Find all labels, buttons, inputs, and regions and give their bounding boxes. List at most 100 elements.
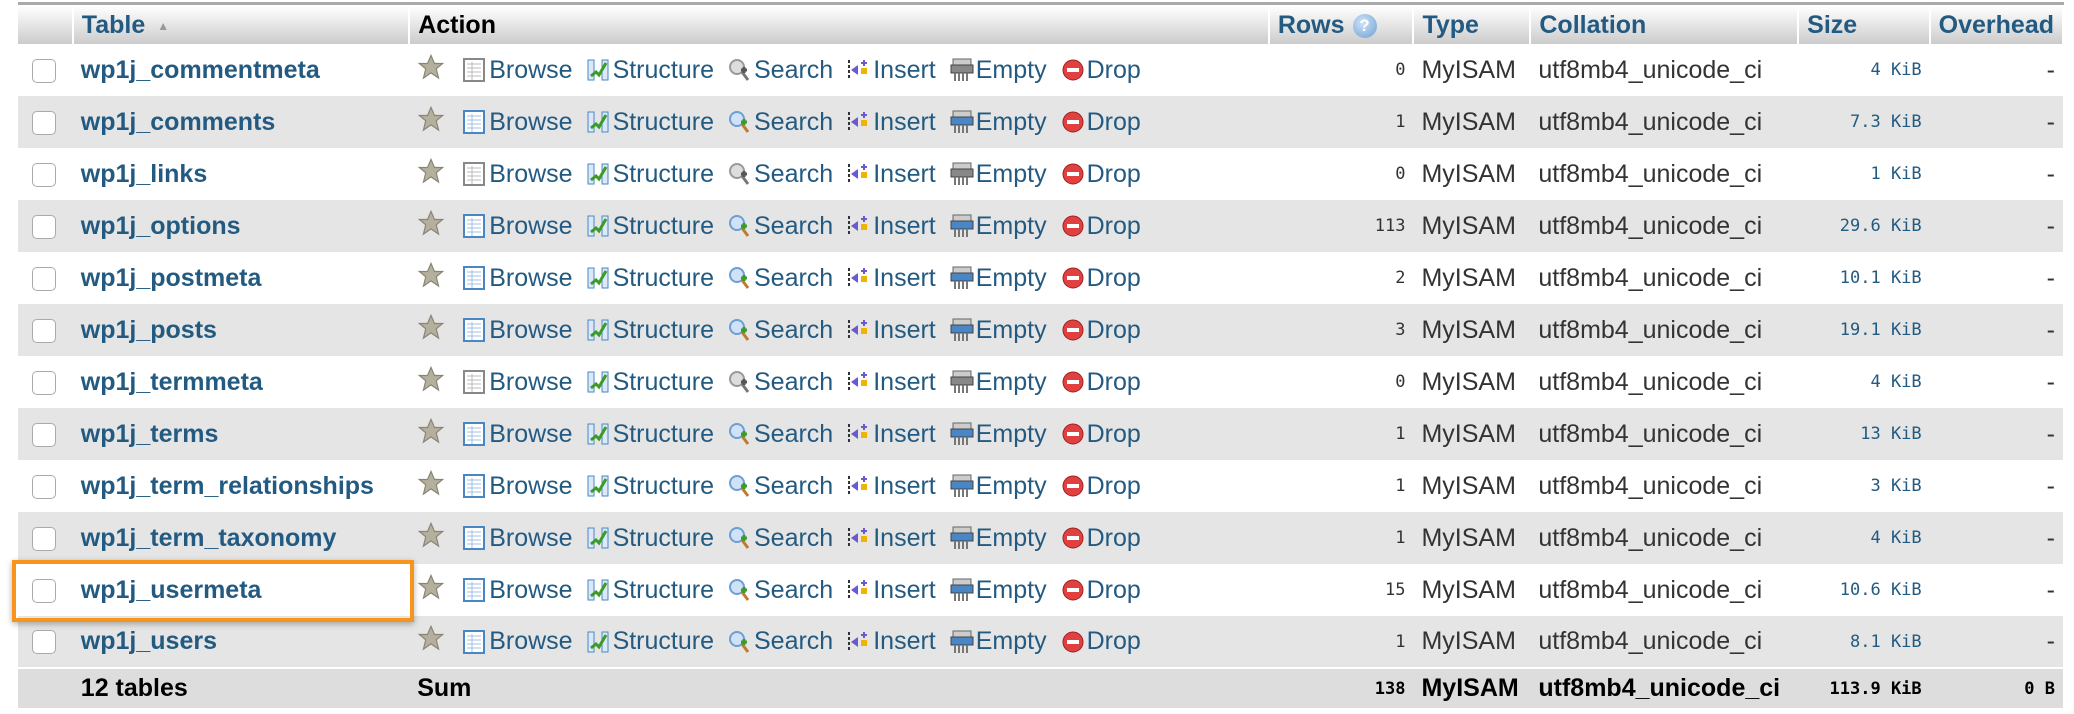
header-type[interactable]: Type [1413,6,1532,44]
empty-action[interactable]: Empty [950,316,1047,345]
structure-label[interactable]: Structure [612,263,714,292]
drop-action[interactable]: Drop [1061,524,1141,553]
structure-label[interactable]: Structure [612,315,714,344]
header-size[interactable]: Size [1798,6,1931,44]
insert-label[interactable]: Insert [873,55,936,84]
search-label[interactable]: Search [754,367,834,396]
drop-action[interactable]: Drop [1061,627,1141,656]
search-action[interactable]: Search [728,524,833,553]
insert-label[interactable]: Insert [873,107,936,136]
favorite-star[interactable] [417,209,445,244]
insert-action[interactable]: Insert [847,56,936,85]
row-checkbox[interactable] [32,578,56,603]
structure-action[interactable]: Structure [587,56,714,85]
star-icon[interactable] [417,521,445,556]
drop-label[interactable]: Drop [1086,523,1141,552]
structure-action[interactable]: Structure [587,472,714,501]
empty-label[interactable]: Empty [975,263,1047,292]
row-checkbox[interactable] [32,630,56,655]
search-action[interactable]: Search [728,56,833,85]
search-label[interactable]: Search [754,523,834,552]
insert-action[interactable]: Insert [847,420,936,449]
structure-label[interactable]: Structure [612,627,714,655]
browse-label[interactable]: Browse [489,315,573,344]
insert-action[interactable]: Insert [847,160,936,189]
browse-action[interactable]: Browse [463,524,573,553]
table-size[interactable]: 4 KiB [1798,356,1930,408]
structure-label[interactable]: Structure [612,523,714,552]
drop-label[interactable]: Drop [1086,419,1141,448]
browse-action[interactable]: Browse [463,264,573,293]
search-label[interactable]: Search [754,575,834,604]
browse-label[interactable]: Browse [489,419,573,448]
empty-label[interactable]: Empty [975,315,1047,344]
table-size[interactable]: 19.1 KiB [1798,304,1930,356]
empty-label[interactable]: Empty [975,107,1047,136]
star-icon[interactable] [417,417,445,452]
drop-label[interactable]: Drop [1086,211,1141,240]
search-label[interactable]: Search [754,107,834,136]
empty-action[interactable]: Empty [950,576,1047,605]
header-collation[interactable]: Collation [1530,6,1800,44]
star-icon[interactable] [417,313,445,348]
star-icon[interactable] [417,469,445,504]
table-size[interactable]: 8.1 KiB [1798,616,1930,668]
table-size[interactable]: 10.1 KiB [1798,252,1930,304]
drop-action[interactable]: Drop [1061,420,1141,449]
insert-action[interactable]: Insert [847,316,936,345]
drop-action[interactable]: Drop [1061,264,1141,293]
browse-label[interactable]: Browse [489,575,573,604]
structure-action[interactable]: Structure [587,627,714,656]
empty-action[interactable]: Empty [950,160,1047,189]
empty-label[interactable]: Empty [975,471,1047,500]
table-name-link[interactable]: wp1j_usermeta [72,564,410,616]
browse-action[interactable]: Browse [463,471,573,501]
favorite-star[interactable] [417,313,445,348]
search-label[interactable]: Search [754,159,834,188]
star-icon[interactable] [417,624,445,659]
search-action[interactable]: Search [728,472,833,501]
browse-label[interactable]: Browse [489,55,573,84]
table-name-link[interactable]: wp1j_posts [72,304,410,356]
drop-label[interactable]: Drop [1086,55,1141,84]
insert-label[interactable]: Insert [873,159,936,188]
header-rows[interactable]: Rows? [1268,6,1415,44]
table-size[interactable]: 4 KiB [1798,512,1930,564]
table-name-link[interactable]: wp1j_commentmeta [72,44,410,96]
row-checkbox[interactable] [32,266,56,291]
drop-label[interactable]: Drop [1086,107,1141,136]
empty-action[interactable]: Empty [950,420,1047,449]
drop-label[interactable]: Drop [1086,575,1141,604]
drop-label[interactable]: Drop [1086,367,1141,396]
search-label[interactable]: Search [754,263,834,292]
browse-action[interactable]: Browse [463,108,573,137]
table-size[interactable]: 1 KiB [1798,148,1930,200]
drop-label[interactable]: Drop [1086,627,1141,655]
table-name-link[interactable]: wp1j_users [72,616,410,668]
table-name-link[interactable]: wp1j_comments [72,96,410,148]
drop-action[interactable]: Drop [1061,56,1141,85]
drop-label[interactable]: Drop [1086,263,1141,292]
search-action[interactable]: Search [728,368,833,397]
insert-label[interactable]: Insert [873,471,936,500]
empty-action[interactable]: Empty [950,212,1047,241]
table-size[interactable]: 3 KiB [1798,460,1930,512]
star-icon[interactable] [417,105,445,140]
insert-label[interactable]: Insert [873,211,936,240]
empty-action[interactable]: Empty [950,108,1047,137]
table-name-link[interactable]: wp1j_options [72,200,410,252]
row-checkbox[interactable] [32,58,56,83]
drop-action[interactable]: Drop [1061,576,1141,605]
browse-action[interactable]: Browse [463,212,573,241]
table-name-link[interactable]: wp1j_termmeta [72,356,410,408]
browse-label[interactable]: Browse [489,471,573,500]
structure-action[interactable]: Structure [587,160,714,189]
browse-action[interactable]: Browse [463,627,573,656]
star-icon[interactable] [417,209,445,244]
favorite-star[interactable] [417,105,445,140]
empty-action[interactable]: Empty [950,627,1047,656]
table-size[interactable]: 7.3 KiB [1798,96,1930,148]
sort-table-link[interactable]: Table [81,10,146,39]
sort-rows-link[interactable]: Rows [1277,10,1345,39]
structure-action[interactable]: Structure [587,420,714,449]
